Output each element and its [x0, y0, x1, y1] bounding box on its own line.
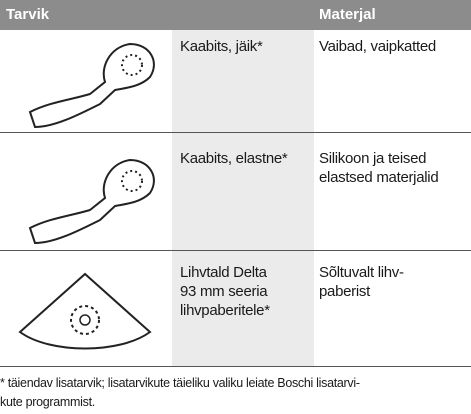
- scraper-icon: [28, 42, 155, 129]
- tool-name: Kaabits, jäik*: [180, 37, 263, 56]
- header-material: Materjal: [319, 6, 376, 23]
- material: Sõltuvalt lihv- paberist: [319, 263, 404, 301]
- footnote: * täiendav lisatarvik; lisatarvikute täi…: [0, 374, 360, 412]
- text-line: Kaabits, jäik*: [180, 38, 263, 55]
- sanding-plate-icon: [18, 272, 152, 350]
- text-line: Silikoon ja teised: [319, 150, 427, 167]
- text-line: elastsed materjalid: [319, 169, 439, 186]
- header-tool: Tarvik: [6, 6, 50, 23]
- text-line: Lihvtald Delta: [180, 264, 267, 281]
- row-separator: [0, 132, 471, 133]
- table-header: Tarvik Materjal: [0, 0, 471, 30]
- tool-name: Lihvtald Delta 93 mm seeria lihvpaberite…: [180, 263, 270, 320]
- text-line: Vaibad, vaipkatted: [319, 38, 436, 55]
- text-line: lihvpaberitele*: [180, 302, 270, 319]
- middle-column-shade: [172, 30, 314, 366]
- tool-name: Kaabits, elastne*: [180, 149, 288, 168]
- material: Vaibad, vaipkatted: [319, 37, 436, 56]
- text-line: 93 mm seeria: [180, 283, 268, 300]
- text-line: Kaabits, elastne*: [180, 150, 288, 167]
- text-line: kute programmist.: [0, 395, 95, 409]
- scraper-icon: [28, 158, 155, 245]
- text-line: * täiendav lisatarvik; lisatarvikute täi…: [0, 376, 360, 390]
- text-line: Sõltuvalt lihv-: [319, 264, 404, 281]
- row-separator: [0, 250, 471, 251]
- text-line: paberist: [319, 283, 370, 300]
- row-separator: [0, 366, 471, 367]
- material: Silikoon ja teised elastsed materjalid: [319, 149, 439, 187]
